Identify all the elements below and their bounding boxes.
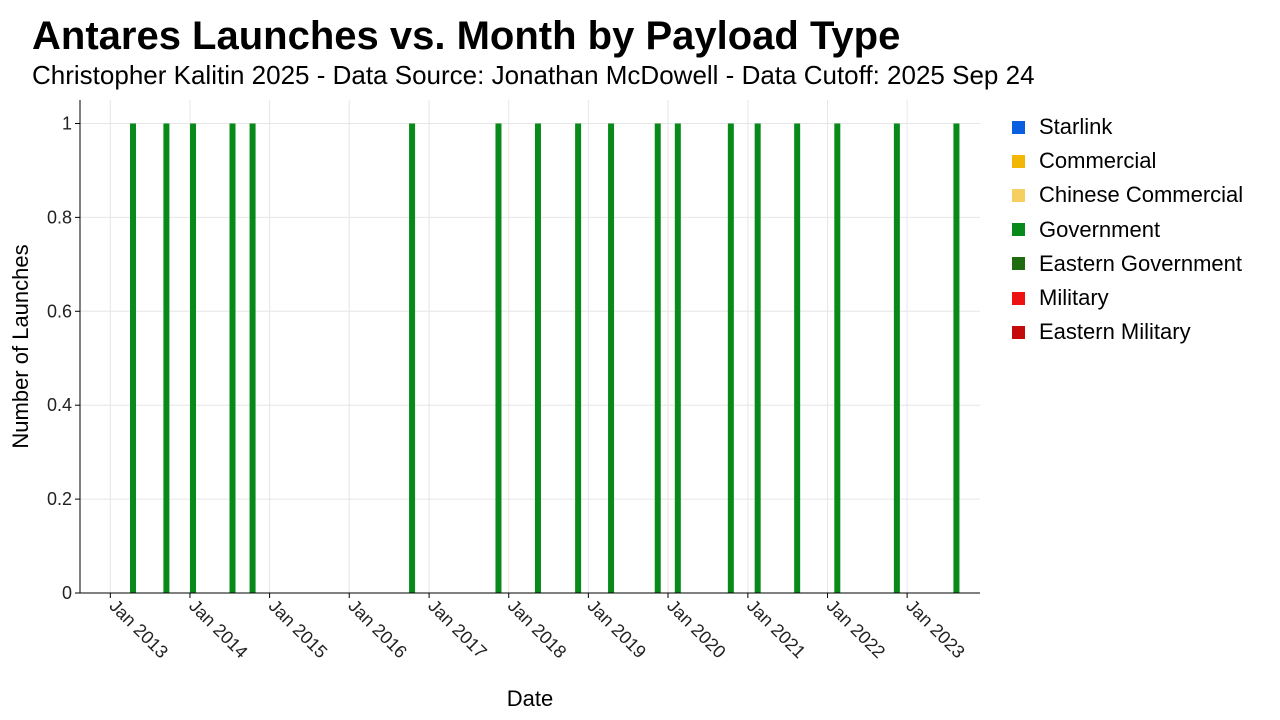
legend-item[interactable]: Government bbox=[1012, 213, 1243, 247]
bar bbox=[953, 123, 960, 593]
y-tick-label: 0.4 bbox=[47, 395, 72, 415]
legend-label: Government bbox=[1039, 216, 1161, 242]
grid-lines bbox=[80, 100, 980, 594]
legend: Starlink Commercial Chinese Commercial Gove… bbox=[1012, 110, 1243, 349]
legend-item[interactable]: Eastern Military bbox=[1012, 315, 1243, 349]
y-tick-label: 0 bbox=[62, 583, 72, 603]
legend-swatch bbox=[1012, 325, 1025, 339]
x-tick-label: Jan 2023 bbox=[902, 596, 969, 663]
legend-label: Eastern Government bbox=[1039, 250, 1242, 276]
x-tick-label: Jan 2015 bbox=[265, 596, 332, 663]
y-tick-label: 0.2 bbox=[47, 489, 72, 509]
bar bbox=[654, 123, 661, 593]
legend-item[interactable]: Eastern Government bbox=[1012, 247, 1243, 281]
y-tick-labels: 0 0.2 0.4 0.6 0.8 1 bbox=[47, 113, 72, 603]
x-tick-labels: Jan 2013 Jan 2014 Jan 2015 Jan 2016 Jan 2017… bbox=[105, 596, 968, 663]
bar bbox=[834, 123, 841, 593]
y-tick-label: 0.8 bbox=[47, 207, 72, 227]
chart-title: Antares Launches vs. Month by Payload Ty… bbox=[32, 14, 901, 58]
bar bbox=[608, 123, 615, 593]
y-axis-title: Number of Launches bbox=[8, 244, 33, 448]
chart-subtitle: Christopher Kalitin 2025 - Data Source: … bbox=[32, 60, 1035, 90]
legend-swatch bbox=[1012, 257, 1025, 271]
x-tick-label: Jan 2013 bbox=[105, 596, 172, 663]
bar bbox=[893, 123, 900, 593]
y-tick-label: 0.6 bbox=[47, 301, 72, 321]
legend-swatch bbox=[1012, 120, 1025, 134]
x-tick-label: Jan 2014 bbox=[185, 596, 252, 663]
legend-label: Starlink bbox=[1039, 114, 1113, 140]
bar bbox=[534, 123, 541, 593]
axes bbox=[75, 100, 980, 598]
legend-swatch bbox=[1012, 154, 1025, 168]
bar bbox=[495, 123, 502, 593]
legend-label: Eastern Military bbox=[1039, 319, 1191, 345]
x-axis-title: Date bbox=[507, 686, 553, 711]
legend-label: Chinese Commercial bbox=[1039, 182, 1244, 208]
bar bbox=[409, 123, 416, 593]
bar bbox=[130, 123, 137, 593]
x-tick-label: Jan 2020 bbox=[663, 596, 730, 663]
legend-item[interactable]: Military bbox=[1012, 281, 1243, 315]
bar-series bbox=[130, 123, 960, 593]
x-tick-label: Jan 2021 bbox=[743, 596, 810, 663]
legend-swatch bbox=[1012, 188, 1025, 202]
legend-label: Military bbox=[1039, 285, 1109, 311]
x-tick-label: Jan 2016 bbox=[344, 596, 411, 663]
bar bbox=[575, 123, 582, 593]
bar bbox=[754, 123, 761, 593]
bar bbox=[727, 123, 734, 593]
bar bbox=[674, 123, 681, 593]
bar bbox=[794, 123, 801, 593]
x-tick-label: Jan 2019 bbox=[584, 596, 651, 663]
x-tick-label: Jan 2017 bbox=[424, 596, 491, 663]
bar bbox=[249, 123, 256, 593]
legend-item[interactable]: Starlink bbox=[1012, 110, 1243, 144]
y-tick-label: 1 bbox=[62, 113, 72, 133]
legend-swatch bbox=[1012, 223, 1025, 237]
bar bbox=[229, 123, 236, 593]
legend-item[interactable]: Commercial bbox=[1012, 144, 1243, 178]
legend-label: Commercial bbox=[1039, 148, 1157, 174]
x-tick-label: Jan 2018 bbox=[504, 596, 571, 663]
legend-swatch bbox=[1012, 291, 1025, 305]
bar bbox=[190, 123, 197, 593]
bar bbox=[163, 123, 170, 593]
legend-item[interactable]: Chinese Commercial bbox=[1012, 178, 1243, 212]
x-tick-label: Jan 2022 bbox=[823, 596, 890, 663]
